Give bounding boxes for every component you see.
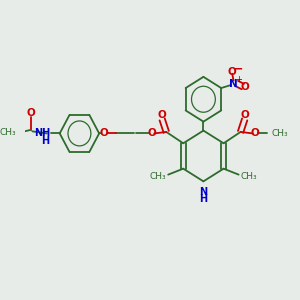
Text: H: H	[200, 194, 208, 205]
Text: O: O	[100, 128, 109, 138]
Text: O: O	[250, 128, 259, 138]
Text: +: +	[235, 75, 242, 84]
Text: O: O	[240, 110, 249, 120]
Text: N: N	[200, 187, 208, 197]
Text: O: O	[158, 110, 167, 120]
Text: CH₃: CH₃	[0, 128, 16, 137]
Text: O: O	[228, 67, 237, 77]
Text: N: N	[229, 79, 238, 88]
Text: CH₃: CH₃	[241, 172, 257, 181]
Text: O: O	[241, 82, 249, 92]
Text: NH: NH	[34, 128, 50, 138]
Text: CH₃: CH₃	[149, 172, 166, 181]
Text: O: O	[148, 128, 156, 138]
Text: CH₃: CH₃	[271, 129, 288, 138]
Text: −: −	[232, 62, 243, 75]
Text: H: H	[40, 136, 49, 146]
Text: O: O	[27, 108, 35, 118]
